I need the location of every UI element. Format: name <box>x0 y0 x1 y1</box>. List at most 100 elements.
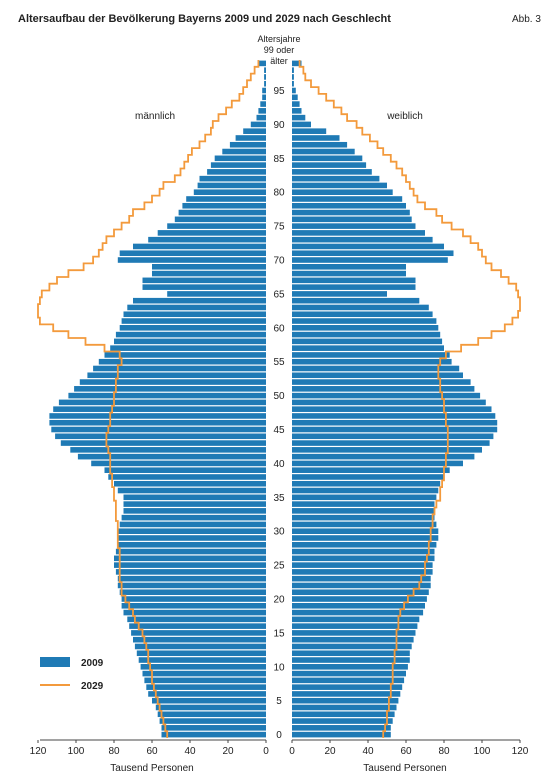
bar-2009-male-age-14 <box>133 636 266 643</box>
bar-2009-male-age-9 <box>142 670 266 677</box>
bar-2009-female-age-79 <box>292 196 403 202</box>
bar-2009-female-age-14 <box>292 636 414 643</box>
bar-2009-female-age-37 <box>292 480 441 487</box>
bar-2009-female-age-17 <box>292 616 420 623</box>
bar-2009-male-age-22 <box>117 582 266 589</box>
bar-2009-male-age-75 <box>167 223 266 229</box>
bar-2009-female-age-13 <box>292 643 412 650</box>
age-tick-label-55: 55 <box>273 357 285 368</box>
bar-2009-male-age-78 <box>182 202 266 209</box>
bar-2009-female-age-57 <box>292 345 444 351</box>
x-tick-label-left-20: 20 <box>222 746 234 757</box>
bar-2009-female-age-75 <box>292 223 416 229</box>
bar-2009-female-age-26 <box>292 555 435 562</box>
x-tick-label-left-80: 80 <box>108 746 120 757</box>
x-tick-label-left-60: 60 <box>146 746 158 757</box>
bar-2009-female-age-23 <box>292 575 431 582</box>
bar-2009-male-age-18 <box>123 609 266 616</box>
bar-2009-female-age-41 <box>292 453 475 460</box>
bar-2009-female-age-65 <box>292 291 387 297</box>
bar-2009-male-age-56 <box>104 352 266 358</box>
bar-2009-male-age-46 <box>49 419 267 426</box>
bar-2009-male-age-20 <box>121 596 266 602</box>
bar-2009-female-age-51 <box>292 386 475 392</box>
bar-2009-male-age-23 <box>117 575 266 582</box>
bar-2009-male-age-37 <box>114 480 266 487</box>
legend-swatch-2009 <box>40 657 70 667</box>
legend-label-2009: 2009 <box>81 658 104 669</box>
bar-2009-female-age-44 <box>292 433 494 440</box>
bar-2009-male-age-31 <box>119 521 266 528</box>
bar-2009-male-age-48 <box>53 406 267 412</box>
bar-2009-male-age-2 <box>159 718 266 724</box>
bar-2009-female-age-83 <box>292 169 372 175</box>
bar-2009-female-age-50 <box>292 392 481 399</box>
bar-2009-male-age-38 <box>108 474 266 480</box>
bar-2009-female-age-92 <box>292 108 302 114</box>
age-tick-label-85: 85 <box>273 154 285 165</box>
bar-2009-female-age-98 <box>292 67 294 73</box>
bar-2009-male-age-50 <box>68 392 267 399</box>
bar-2009-male-age-92 <box>258 108 266 114</box>
bar-2009-female-age-24 <box>292 569 433 575</box>
bar-2009-male-age-65 <box>167 291 266 297</box>
bar-2009-female-age-96 <box>292 80 294 87</box>
bar-2009-male-age-97 <box>264 74 266 80</box>
bar-2009-female-age-22 <box>292 582 431 589</box>
lines-2029 <box>37 60 521 738</box>
bar-2009-female-age-74 <box>292 230 425 236</box>
bar-2009-female-age-49 <box>292 399 486 406</box>
age-tick-label-95: 95 <box>273 86 285 97</box>
bar-2009-male-age-44 <box>55 433 266 440</box>
bar-2009-female-age-85 <box>292 155 363 162</box>
bar-2009-male-age-77 <box>178 209 266 216</box>
bar-2009-male-age-66 <box>142 284 266 290</box>
bar-2009-male-age-64 <box>133 297 266 304</box>
bar-2009-female-age-12 <box>292 650 410 657</box>
bar-2009-male-age-86 <box>222 148 266 155</box>
age-tick-label-30: 30 <box>273 527 285 538</box>
bar-2009-male-age-39 <box>104 467 266 473</box>
bar-2009-male-age-36 <box>117 487 266 494</box>
x-tick-label-left-120: 120 <box>30 746 47 757</box>
bars-2009 <box>49 60 498 738</box>
bar-2009-male-age-60 <box>119 325 266 331</box>
bar-2009-male-age-19 <box>121 603 266 609</box>
bar-2009-female-age-52 <box>292 379 471 385</box>
bar-2009-male-age-13 <box>134 643 266 650</box>
x-tick-label-right-100: 100 <box>474 746 491 757</box>
bar-2009-male-age-72 <box>133 243 266 250</box>
bar-2009-female-age-93 <box>292 101 300 107</box>
x-tick-label-left-40: 40 <box>184 746 196 757</box>
bar-2009-male-age-25 <box>114 562 266 568</box>
x-tick-label-right-80: 80 <box>438 746 450 757</box>
bar-2009-male-age-80 <box>193 189 266 195</box>
bar-2009-female-age-89 <box>292 128 327 134</box>
bar-2009-female-age-72 <box>292 243 444 250</box>
x-axis-title-left: Tausend Personen <box>110 763 193 774</box>
bar-2009-male-age-28 <box>117 541 266 548</box>
bar-2009-female-age-99 <box>292 60 302 67</box>
bar-2009-female-age-29 <box>292 535 439 541</box>
bar-2009-male-age-33 <box>123 508 266 514</box>
bar-2009-male-age-91 <box>256 114 266 121</box>
legend: 2009 2029 <box>40 657 104 692</box>
bar-2009-female-age-82 <box>292 175 380 182</box>
bar-2009-female-age-54 <box>292 365 460 372</box>
bar-2009-male-age-57 <box>110 345 266 351</box>
bar-2009-male-age-30 <box>117 528 266 534</box>
age-tick-label-80: 80 <box>273 188 285 199</box>
age-tick-label-90: 90 <box>273 120 285 131</box>
bar-2009-female-age-81 <box>292 182 387 189</box>
bar-2009-female-age-86 <box>292 148 355 155</box>
left-side-label: männlich <box>135 111 175 122</box>
bar-2009-male-age-17 <box>127 616 266 623</box>
bar-2009-female-age-68 <box>292 270 406 277</box>
bar-2009-male-age-51 <box>74 386 266 392</box>
bar-2009-female-age-9 <box>292 670 406 677</box>
bar-2009-female-age-78 <box>292 202 406 209</box>
bar-2009-female-age-31 <box>292 521 437 528</box>
bar-2009-male-age-81 <box>197 182 266 189</box>
bar-2009-male-age-45 <box>51 426 266 433</box>
bar-2009-female-age-60 <box>292 325 439 331</box>
